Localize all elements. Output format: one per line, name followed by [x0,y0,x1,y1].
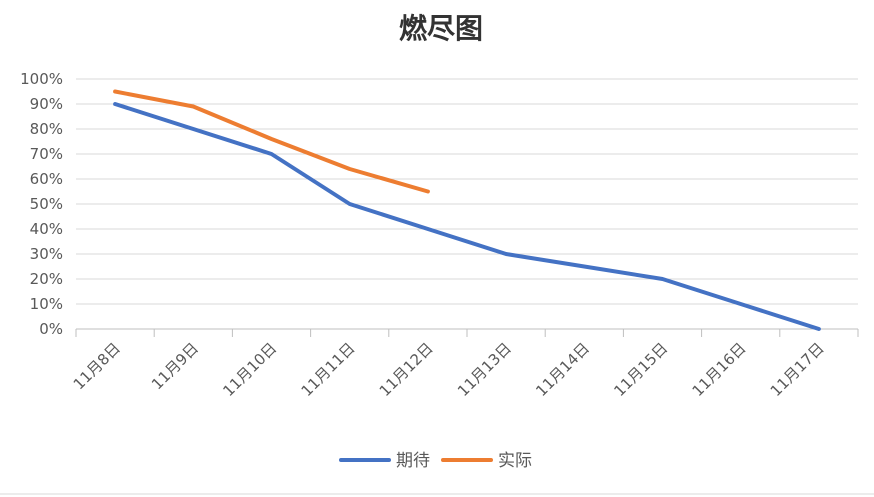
y-tick-label: 80% [30,120,63,138]
series-layer [113,89,821,331]
grid-layer [76,78,858,330]
legend: 期待 实际 [339,451,532,471]
x-tick-label: 11月11日 [298,339,359,400]
y-tick-label: 90% [30,95,63,113]
y-tick-label: 60% [30,170,63,188]
y-tick-label: 70% [30,145,63,163]
legend-label-2: 实际 [498,451,532,471]
x-axis-ticks: 11月8日 11月9日 11月10日 11月11日 11月12日 11月13日 11月14日… [70,329,859,400]
x-tick-label: 11月8日 [70,339,124,393]
series-line-2 [113,89,430,194]
y-axis-ticks: 0% 10% 20% 30% 40% 50% 60% 70% 80% 90% 100% [20,70,63,338]
x-tick-label: 11月9日 [148,339,202,393]
y-tick-label: 0% [39,320,63,338]
legend-label-1: 期待 [396,451,430,471]
series-line-1 [113,102,821,331]
y-tick-label: 30% [30,245,63,263]
y-tick-label: 50% [30,195,63,213]
y-tick-label: 40% [30,220,63,238]
y-tick-label: 100% [20,70,63,88]
y-tick-label: 10% [30,295,63,313]
x-tick-label: 11月14日 [532,339,593,400]
x-tick-label: 11月16日 [689,339,750,400]
x-tick-label: 11月12日 [376,339,437,400]
x-tick-label: 11月15日 [610,339,671,400]
x-tick-label: 11月17日 [767,339,828,400]
y-tick-label: 20% [30,270,63,288]
x-tick-label: 11月13日 [454,339,515,400]
x-tick-label: 11月10日 [219,339,280,400]
chart-title: 燃尽图 [399,12,483,45]
